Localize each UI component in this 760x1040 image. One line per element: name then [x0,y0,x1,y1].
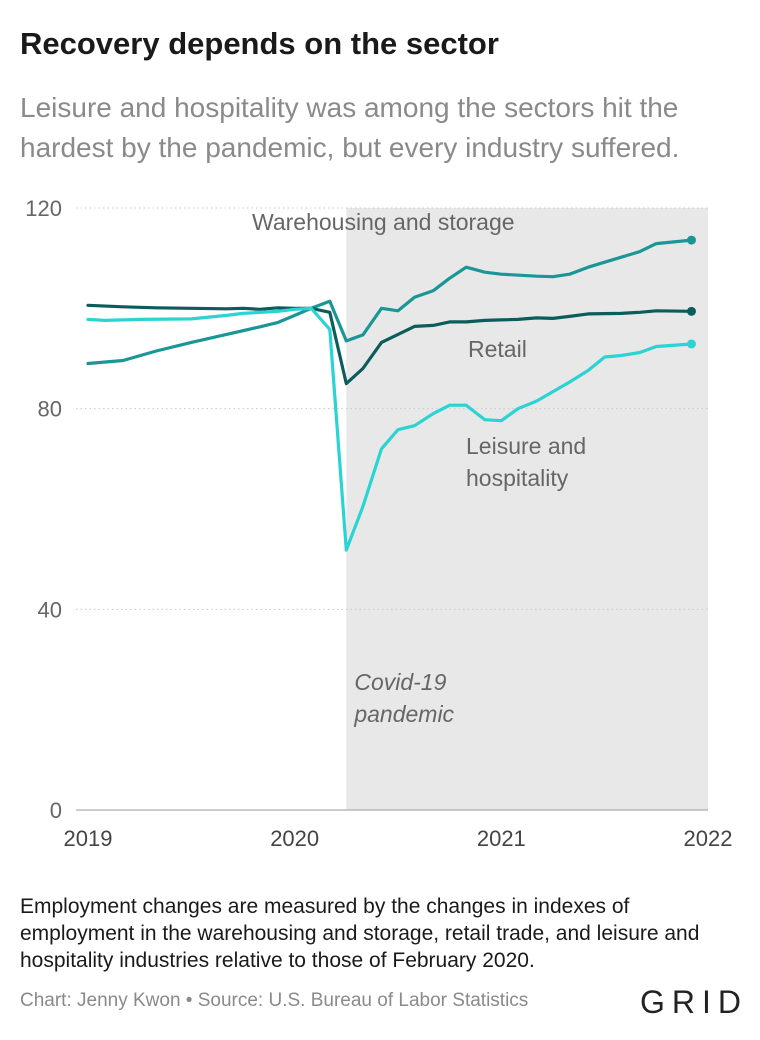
pandemic-label: Covid-19 [354,669,446,695]
series-line [86,238,694,366]
series-endpoint [686,306,696,316]
series-label: Leisure and [466,433,586,459]
chart-subtitle: Leisure and hospitality was among the se… [20,92,680,163]
y-tick-label: 80 [38,397,62,422]
x-tick-label: 2020 [270,826,319,851]
grid-logo: GRID [640,984,748,1020]
y-tick-label: 0 [50,798,62,823]
pandemic-label: pandemic [353,701,454,727]
x-tick-label: 2019 [64,826,113,851]
series-label: Warehousing and storage [252,209,515,235]
series-endpoint [686,339,696,349]
line-chart: 0 40 80 120 2019 2020 2021 2022 Covid-19 pandemic… [25,196,733,851]
chart-title: Recovery depends on the sector [20,26,499,61]
source-credit: Chart: Jenny Kwon • Source: U.S. Bureau … [20,990,529,1011]
series-line [86,306,694,552]
series-label: hospitality [466,465,569,491]
pandemic-shaded-region [346,208,708,810]
x-tick-label: 2021 [477,826,526,851]
series-line [86,303,694,386]
series-endpoint [686,235,696,245]
y-tick-label: 40 [38,597,62,622]
y-tick-label: 120 [25,196,62,221]
series-label: Retail [468,336,527,362]
x-tick-label: 2022 [684,826,733,851]
methodology-note: Employment changes are measured by the c… [20,895,700,972]
